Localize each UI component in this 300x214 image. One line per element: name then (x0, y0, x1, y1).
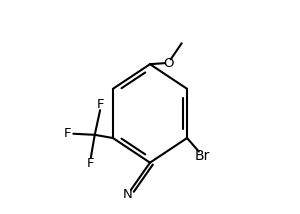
Text: F: F (96, 98, 104, 111)
Text: Br: Br (195, 149, 210, 163)
Text: O: O (163, 57, 173, 70)
Text: F: F (87, 157, 94, 170)
Text: F: F (64, 127, 72, 140)
Text: N: N (123, 188, 133, 201)
